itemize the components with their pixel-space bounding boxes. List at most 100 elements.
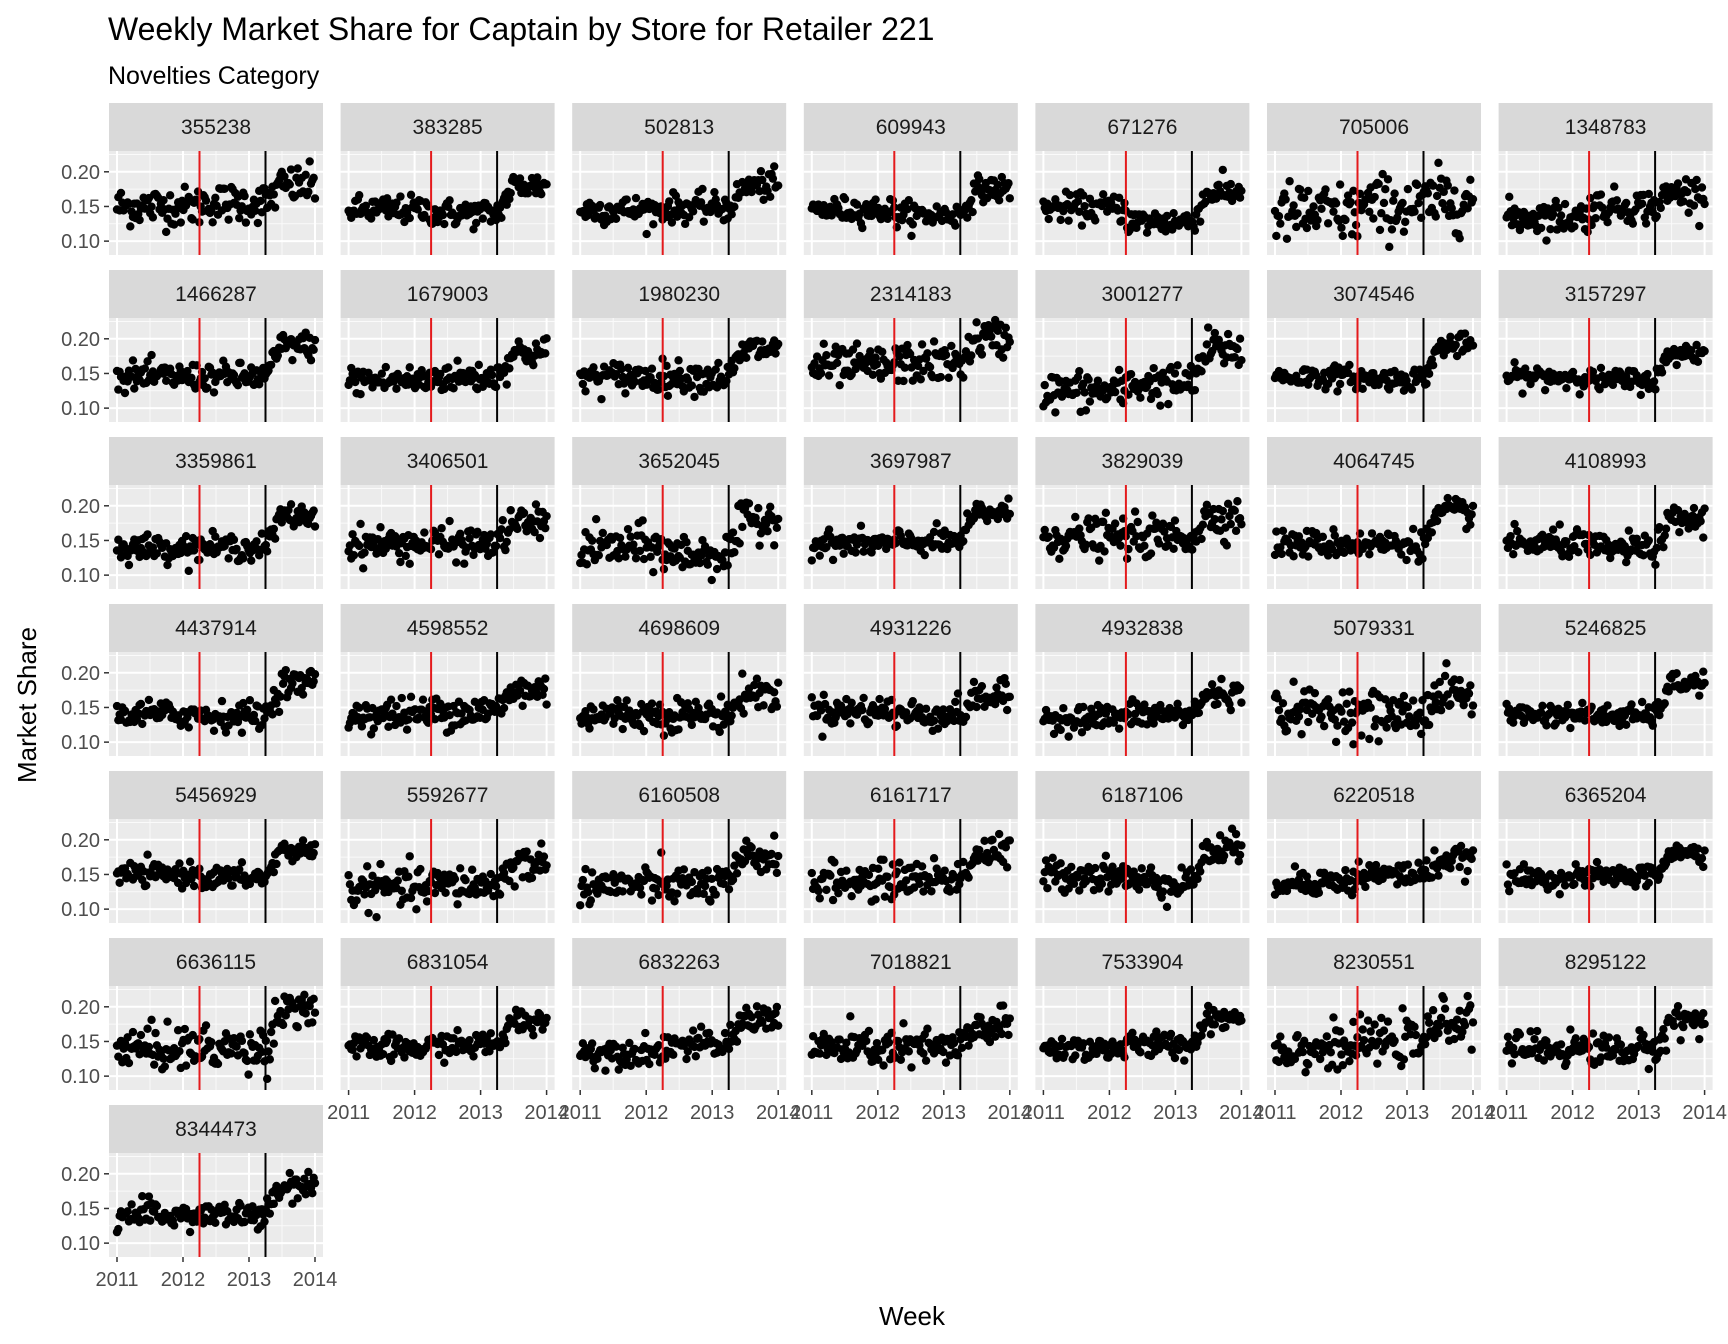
data-point [506, 188, 515, 198]
data-point [1451, 340, 1460, 350]
panel-4698609: 4698609 [572, 604, 787, 756]
data-point [1410, 207, 1419, 216]
data-point [1591, 214, 1600, 223]
data-point [680, 219, 690, 229]
data-point [1365, 734, 1374, 744]
data-point [852, 339, 862, 348]
data-point [1194, 708, 1204, 718]
data-point [904, 196, 914, 205]
y-tick-label: 0.10 [61, 732, 100, 754]
data-point [148, 213, 158, 222]
strip-label: 671276 [1107, 116, 1177, 139]
data-point [1621, 198, 1631, 208]
data-point [1173, 361, 1182, 370]
data-point [755, 541, 764, 550]
data-point [1414, 198, 1423, 208]
data-point [310, 522, 320, 531]
strip-label: 2314183 [870, 283, 952, 306]
data-point [144, 695, 154, 705]
data-point [1282, 234, 1292, 243]
data-point [1133, 517, 1142, 527]
data-point [972, 318, 981, 327]
data-point [474, 360, 484, 370]
strip-label: 1466287 [175, 283, 257, 306]
data-point [1310, 688, 1320, 698]
data-point [1468, 701, 1478, 710]
y-axis-title: Market Share [12, 627, 42, 783]
data-point [1379, 198, 1389, 208]
data-point [386, 695, 396, 704]
data-point [1390, 189, 1399, 198]
data-point [1370, 722, 1379, 731]
data-point [1203, 323, 1213, 332]
data-point [452, 558, 461, 567]
data-point [208, 218, 217, 227]
data-point [1226, 519, 1235, 529]
data-point [438, 210, 448, 220]
panel-1980230: 1980230 [572, 270, 787, 422]
data-point [529, 360, 538, 370]
data-point [469, 225, 478, 234]
data-point [405, 559, 414, 569]
data-point [1333, 387, 1342, 396]
data-point [1672, 360, 1681, 370]
data-point [1398, 198, 1407, 208]
data-point [513, 524, 522, 534]
data-point [1184, 380, 1193, 389]
data-point [698, 184, 707, 194]
data-point [815, 551, 824, 560]
data-point [1612, 196, 1622, 205]
data-point [140, 364, 150, 373]
data-point [270, 203, 280, 212]
data-point [1331, 199, 1341, 208]
data-point [1237, 698, 1246, 707]
strip-background [1035, 103, 1250, 151]
data-point [176, 218, 185, 227]
data-point [1700, 346, 1709, 356]
data-point [1235, 334, 1245, 343]
data-point [352, 896, 361, 905]
data-point [735, 539, 744, 548]
data-point [774, 678, 783, 687]
strip-background [1035, 270, 1250, 318]
data-point [309, 173, 318, 183]
data-point [1116, 541, 1125, 550]
data-point [707, 575, 716, 585]
data-point [224, 554, 233, 563]
data-point [846, 719, 855, 728]
data-point [1091, 216, 1100, 225]
data-point [381, 362, 391, 372]
data-point [1289, 552, 1298, 561]
data-point [623, 524, 633, 534]
data-point [207, 206, 216, 216]
data-point [1693, 357, 1703, 366]
data-point [1005, 509, 1014, 519]
data-point [1675, 528, 1684, 537]
data-point [920, 550, 929, 560]
data-point [730, 363, 739, 373]
data-point [998, 353, 1008, 362]
data-point [1657, 368, 1667, 377]
data-point [1170, 516, 1180, 525]
data-point [1095, 556, 1104, 565]
data-point [711, 365, 720, 374]
data-point [355, 191, 364, 200]
data-point [233, 380, 243, 390]
data-point [641, 366, 650, 376]
data-point [130, 384, 139, 393]
data-point [1341, 215, 1350, 225]
data-point [359, 564, 368, 573]
data-point [185, 857, 195, 866]
data-point [739, 709, 748, 718]
data-point [1574, 547, 1583, 557]
data-point [730, 548, 739, 557]
data-point [1442, 659, 1451, 668]
data-point [541, 349, 550, 358]
data-point [436, 369, 445, 379]
data-point [1233, 497, 1242, 506]
data-point [1440, 671, 1450, 681]
strip-label: 3001277 [1102, 283, 1184, 306]
data-point [1377, 209, 1386, 218]
data-point [1210, 328, 1220, 338]
data-point [541, 523, 550, 533]
